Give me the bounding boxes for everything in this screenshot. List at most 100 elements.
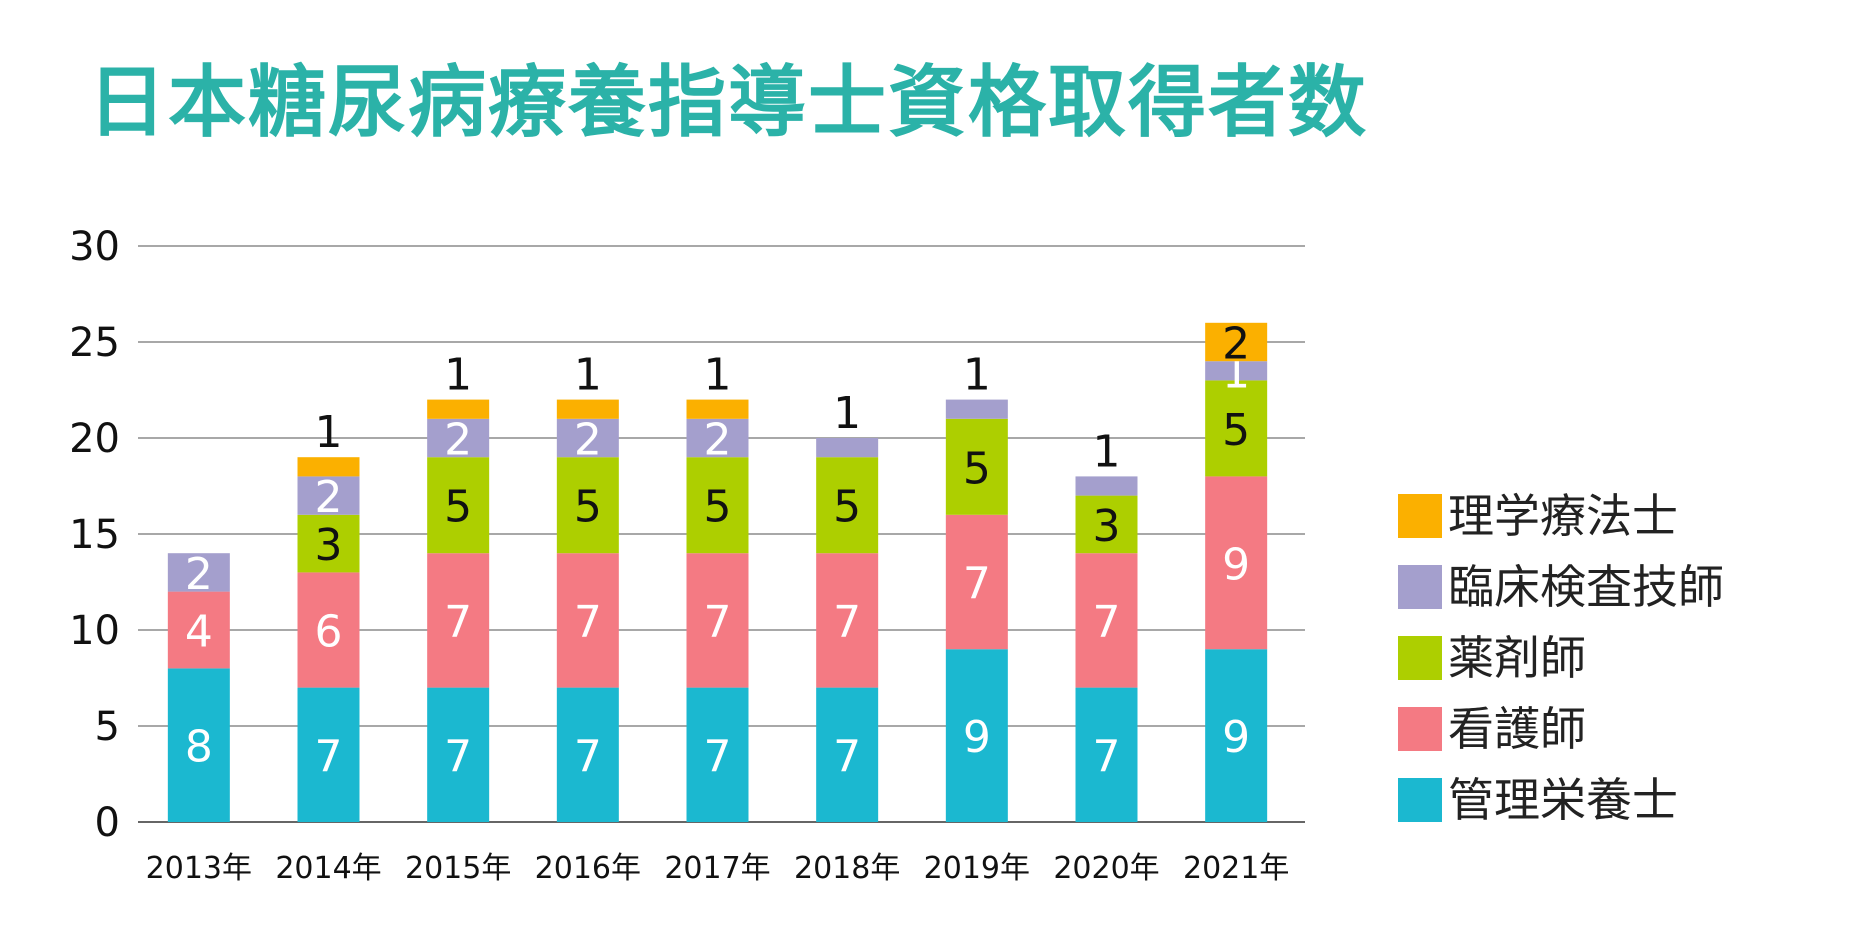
- bar-segment: [167, 591, 230, 669]
- bar-segment: [427, 457, 490, 554]
- x-tick-label: 2013年: [146, 851, 252, 886]
- bar-segment: [945, 649, 1008, 822]
- bar-segment: [945, 418, 1008, 515]
- bar-segment: [1205, 322, 1268, 362]
- data-label: 3: [1093, 501, 1121, 552]
- x-tick-label: 2014年: [275, 851, 381, 886]
- bar-segment: [816, 553, 879, 688]
- x-tick-label: 2020年: [1053, 851, 1159, 886]
- data-label: 9: [1222, 712, 1250, 763]
- legend-swatch: [1398, 636, 1442, 680]
- x-axis-ticks: 2013年 2014年 2015年 2016年 2017年 2018年 2019年 2020年…: [146, 851, 1290, 886]
- bar-segment: [816, 438, 879, 458]
- legend-label: 理学療法士: [1448, 489, 1678, 543]
- bar-segment: [556, 553, 619, 688]
- bar-segment: [556, 418, 619, 458]
- legend-label: 臨床検査技師: [1448, 560, 1724, 614]
- data-label: 7: [704, 731, 732, 782]
- bar-segment: [686, 399, 749, 419]
- data-label: 2: [185, 549, 213, 600]
- y-tick-label: 15: [69, 512, 120, 558]
- bar-segment: [1075, 495, 1138, 554]
- chart-title: 日本糖尿病療養指導士資格取得者数: [88, 58, 1369, 148]
- data-label: 1: [963, 350, 991, 401]
- data-label: 7: [833, 731, 861, 782]
- data-label: 9: [1222, 539, 1250, 590]
- data-label: 4: [185, 607, 213, 658]
- data-label: 7: [444, 731, 472, 782]
- data-label: 5: [1222, 405, 1250, 456]
- data-label: 5: [444, 482, 472, 533]
- bar-segment: [686, 553, 749, 688]
- bar-segment: [297, 457, 360, 477]
- data-label: 5: [833, 482, 861, 533]
- data-label: 7: [315, 731, 343, 782]
- data-label: 5: [704, 482, 732, 533]
- bar-segment: [1205, 361, 1268, 381]
- y-tick-label: 20: [69, 416, 120, 462]
- x-tick-label: 2019年: [924, 851, 1030, 886]
- x-tick-label: 2015年: [405, 851, 511, 886]
- bar-segment: [556, 687, 619, 822]
- data-label: 1: [315, 407, 343, 458]
- data-label: 7: [1093, 597, 1121, 648]
- bar-segment: [427, 399, 490, 419]
- data-label: 6: [315, 607, 343, 658]
- data-label: 7: [444, 597, 472, 648]
- data-label: 2: [1222, 319, 1250, 370]
- data-label: 1: [833, 388, 861, 439]
- data-label: 8: [185, 722, 213, 773]
- y-tick-label: 10: [69, 608, 120, 654]
- legend-swatch: [1398, 778, 1442, 822]
- data-label: 7: [574, 597, 602, 648]
- bar-segment: [427, 553, 490, 688]
- bar-segment: [686, 457, 749, 554]
- legend-label: 管理栄養士: [1448, 773, 1678, 827]
- data-label: 1: [574, 350, 602, 401]
- bar-segment: [686, 418, 749, 458]
- bar-segment: [945, 514, 1008, 650]
- bar-segment: [1075, 476, 1138, 496]
- data-label: 7: [963, 559, 991, 610]
- y-tick-label: 30: [69, 224, 120, 270]
- x-tick-label: 2017年: [664, 851, 770, 886]
- x-tick-label: 2016年: [535, 851, 641, 886]
- y-axis-ticks: 0 5 10 15 20 25 30: [69, 224, 120, 846]
- data-label: 2: [704, 415, 732, 466]
- bar-segment: [1205, 476, 1268, 650]
- data-label: 9: [963, 712, 991, 763]
- legend-swatch: [1398, 494, 1442, 538]
- bar-segment: [1205, 380, 1268, 477]
- bar-segment: [297, 476, 360, 515]
- bar-segment: [297, 572, 360, 688]
- legend-swatch: [1398, 565, 1442, 609]
- data-label: 2: [315, 472, 343, 523]
- data-label: 7: [833, 597, 861, 648]
- data-label: 7: [574, 731, 602, 782]
- y-tick-label: 25: [69, 320, 120, 366]
- y-tick-label: 5: [95, 704, 120, 750]
- bar-segment: [167, 553, 230, 592]
- data-label: 1: [444, 350, 472, 401]
- bar-segment: [1075, 553, 1138, 688]
- bar-segment: [816, 457, 879, 554]
- bar-segment: [427, 687, 490, 822]
- bar-segment: [686, 687, 749, 822]
- data-label: 3: [315, 520, 343, 571]
- data-label: 5: [963, 443, 991, 494]
- data-label: 1: [704, 350, 732, 401]
- data-label: 7: [1093, 731, 1121, 782]
- x-tick-label: 2021年: [1183, 851, 1289, 886]
- data-label: 7: [704, 597, 732, 648]
- data-label: 1: [1093, 426, 1121, 477]
- bar-segment: [297, 687, 360, 822]
- x-tick-label: 2018年: [794, 851, 900, 886]
- y-tick-label: 0: [95, 800, 120, 846]
- data-label: 2: [444, 415, 472, 466]
- bar-segment: [556, 399, 619, 419]
- bar-segment: [556, 457, 619, 554]
- data-label: 5: [574, 482, 602, 533]
- bar-segment: [297, 514, 360, 573]
